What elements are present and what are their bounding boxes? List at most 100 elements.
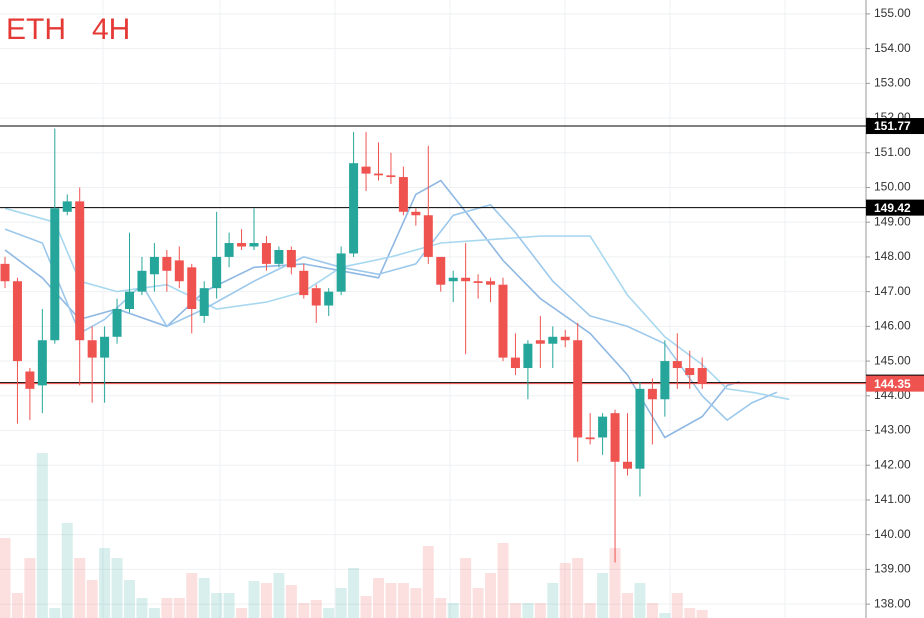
candle-body [125, 291, 134, 309]
level-label: 151.77 [874, 119, 911, 133]
candle-body [25, 371, 35, 389]
y-tick-label: 155.00 [874, 6, 911, 20]
candle-body [436, 256, 446, 285]
y-tick-label: 145.00 [874, 353, 911, 367]
volume-bar [273, 573, 285, 618]
y-tick-label: 154.00 [874, 41, 911, 55]
volume-bar [211, 593, 223, 618]
y-tick-label: 151.00 [874, 145, 911, 159]
candle-body [448, 277, 458, 282]
y-tick-label: 153.00 [874, 75, 911, 89]
y-tick-label: 146.00 [874, 319, 911, 333]
candle-body [149, 256, 159, 275]
interval: 4H [92, 13, 130, 46]
volume-bar [584, 603, 596, 618]
volume-bar [684, 608, 696, 618]
level-label: 149.42 [874, 201, 911, 215]
volume-bar [609, 548, 621, 618]
candle-body [486, 281, 496, 285]
volume-bar [497, 543, 509, 618]
y-tick-label: 143.00 [874, 423, 911, 437]
y-tick-label: 148.00 [874, 249, 911, 263]
candle-body [660, 361, 670, 400]
candle-body [37, 340, 47, 386]
volume-bar [522, 603, 534, 618]
volume-bar [260, 583, 272, 618]
candle-body [598, 416, 608, 438]
volume-bar [99, 548, 111, 618]
volume-bar [634, 583, 646, 618]
candle-body [112, 309, 122, 337]
volume-bar [659, 613, 671, 618]
candle-body [336, 253, 346, 292]
volume-bar [161, 598, 173, 618]
candle-body [212, 256, 222, 289]
candle-body [311, 288, 321, 306]
candle-body [523, 343, 533, 369]
candle-body [174, 260, 184, 282]
volume-bar [348, 568, 360, 618]
candle-body [374, 173, 383, 176]
candle-body [623, 461, 632, 469]
candle-body [237, 243, 247, 247]
candle-body [75, 201, 85, 341]
volume-bar [236, 608, 248, 618]
candle-body [398, 177, 408, 212]
volume-bar [11, 593, 23, 618]
volume-bar [335, 588, 347, 618]
candle-body [299, 270, 309, 296]
candle-body [386, 175, 396, 178]
candle-body [361, 166, 371, 174]
grid [0, 0, 866, 618]
volume-bar [485, 573, 497, 618]
volume-bar [0, 538, 11, 618]
candle-body [137, 270, 147, 292]
average-line [4, 207, 790, 401]
candle-body [635, 388, 645, 469]
volume-bar [559, 563, 571, 618]
volume-bar [186, 573, 198, 618]
candle-body [535, 340, 545, 344]
volume-bar [385, 583, 397, 618]
candle-body [87, 340, 97, 358]
volume-bar [111, 558, 123, 618]
y-tick-label: 147.00 [874, 284, 911, 298]
volume-bar [646, 603, 658, 618]
candle-body [423, 215, 433, 257]
volume-bar [36, 453, 48, 618]
candle-body [697, 368, 707, 384]
candle-body [286, 249, 296, 268]
volume-bar [49, 608, 61, 618]
y-tick-label: 138.00 [874, 596, 911, 610]
candle-body [685, 368, 695, 375]
level-tag [866, 375, 924, 392]
candle-body [187, 267, 197, 309]
volume-bar [397, 583, 409, 618]
candle-body [274, 249, 284, 264]
volume-bar [547, 583, 559, 618]
volume-bar [597, 573, 609, 618]
volume-bar [509, 603, 521, 618]
volume-bar [472, 588, 484, 618]
candle-body [411, 211, 421, 216]
volume-bar [285, 585, 297, 618]
volume-bar [671, 593, 683, 618]
volume-bar [298, 603, 310, 618]
candle-body [647, 388, 657, 400]
y-tick-label: 141.00 [874, 492, 911, 506]
volume-bar [173, 598, 185, 618]
y-tick-label: 142.00 [874, 457, 911, 471]
candle-body [672, 361, 682, 369]
level-label: 144.35 [874, 377, 911, 391]
candle-body [50, 208, 60, 341]
candle-body [249, 243, 259, 247]
volume-bar [622, 593, 633, 618]
volume-bar [86, 580, 98, 618]
chart-title: ETH [6, 13, 66, 46]
volume-bar [360, 596, 372, 618]
volume-bar [223, 593, 235, 618]
volume-bar [373, 578, 384, 618]
candle-body [548, 336, 558, 344]
candle-body [261, 243, 271, 264]
